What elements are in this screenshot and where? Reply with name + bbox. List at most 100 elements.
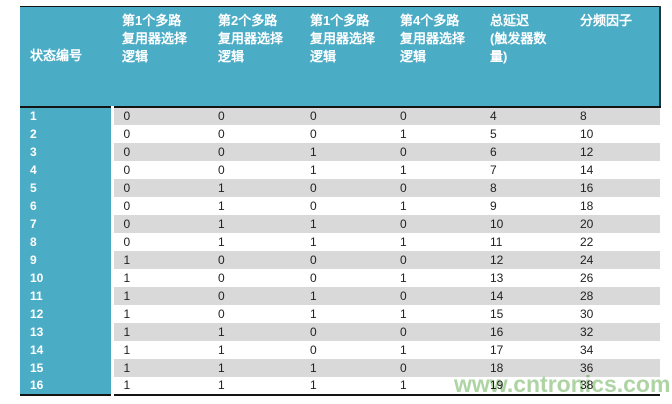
table-row: 9 1 0 0 0 12 24 [20,250,660,269]
delay-cell: 12 [490,252,504,267]
mux2-cell: 0 [218,109,225,123]
frequency-divider-table: 状态编号 第1个多路 复用器选择 逻辑 第2个多路 复用器选择 逻辑 第1个多路… [20,6,661,396]
mux3-cell: 0 [310,126,317,141]
delay-cell: 6 [490,144,497,159]
mux3-cell: 0 [310,180,317,195]
mux2-cell: 1 [218,180,225,195]
mux2-cell: 0 [218,144,225,159]
delay-cell: 11 [490,234,503,249]
mux3-cell: 0 [310,252,317,267]
mux3-cell: 1 [310,360,317,375]
delay-cell: 7 [490,162,497,177]
delay-cell: 13 [490,270,504,285]
table-row: 7 0 1 1 0 10 20 [20,214,660,233]
table-row: 15 1 1 1 0 18 36 [20,358,660,377]
factor-cell: 26 [580,270,594,285]
mux2-cell: 0 [218,252,225,267]
state-cell: 12 [20,304,114,323]
mux1-cell: 0 [123,216,131,231]
state-cell: 1 [20,106,114,125]
table-body: 1 0 0 0 0 4 8 2 0 0 0 1 5 10 3 0 0 1 0 6… [20,106,660,396]
mux4-cell: 0 [400,324,407,339]
table-row: 14 1 1 0 1 17 34 [20,340,660,359]
mux4-cell: 0 [400,216,407,231]
mux1-cell: 1 [123,324,131,339]
table-row: 2 0 0 0 1 5 10 [20,124,660,143]
mux3-cell: 1 [310,144,317,159]
mux3-cell: 0 [310,324,317,339]
table-row: 13 1 1 0 0 16 32 [20,322,660,341]
factor-cell: 30 [580,306,594,321]
factor-cell: 28 [580,288,594,303]
table-row: 11 1 0 1 0 14 28 [20,286,660,305]
factor-cell: 20 [580,216,594,231]
mux2-cell: 0 [218,162,225,177]
header-row: 状态编号 第1个多路 复用器选择 逻辑 第2个多路 复用器选择 逻辑 第1个多路… [20,6,661,108]
delay-cell: 19 [480,376,570,396]
header-mux3-select-logic: 第1个多路 复用器选择 逻辑 [300,6,390,108]
mux1-cell: 0 [123,234,131,249]
mux2-cell: 1 [208,376,300,396]
mux1-cell: 0 [123,126,131,141]
mux1-cell: 1 [112,376,208,396]
table-row: 3 0 0 1 0 6 12 [20,142,660,161]
header-mux1-select-logic: 第1个多路 复用器选择 逻辑 [112,6,208,108]
mux4-cell: 1 [400,234,407,249]
table-row: 1 0 0 0 0 4 8 [20,106,660,125]
mux1-cell: 0 [123,162,131,177]
mux4-cell: 0 [400,109,407,123]
mux4-cell: 0 [400,360,407,375]
table-row: 6 0 1 0 1 9 18 [20,196,660,215]
header-division-factor: 分频因子 [570,6,661,108]
table-header: 状态编号 第1个多路 复用器选择 逻辑 第2个多路 复用器选择 逻辑 第1个多路… [20,6,661,108]
mux1-cell: 0 [123,198,131,213]
mux4-cell: 0 [400,288,407,303]
factor-cell: 16 [580,180,594,195]
mux2-cell: 0 [218,306,225,321]
state-cell: 2 [20,124,114,143]
mux4-cell: 0 [400,180,407,195]
mux2-cell: 1 [218,234,225,249]
mux1-cell: 0 [123,180,131,195]
factor-cell: 24 [580,252,594,267]
state-cell: 15 [20,358,114,377]
table-row: 4 0 0 1 1 7 14 [20,160,660,179]
mux3-cell: 1 [300,376,390,396]
factor-cell: 8 [580,109,587,123]
factor-cell: 14 [580,162,594,177]
mux4-cell: 1 [400,270,407,285]
state-cell: 4 [20,160,114,179]
mux3-cell: 1 [310,216,317,231]
mux1-cell: 0 [123,144,131,159]
table-row: 5 0 1 0 0 8 16 [20,178,660,197]
mux3-cell: 0 [310,270,317,285]
mux2-cell: 1 [218,216,225,231]
mux2-cell: 0 [218,270,225,285]
header-mux4-select-logic: 第4个多路 复用器选择 逻辑 [390,6,480,108]
state-cell: 8 [20,232,114,251]
mux1-cell: 1 [123,270,131,285]
state-cell: 14 [20,340,114,359]
mux4-cell: 0 [400,252,407,267]
state-cell: 16 [20,376,114,396]
factor-cell: 18 [580,198,594,213]
mux1-cell: 0 [123,109,131,123]
mux3-cell: 0 [310,198,317,213]
state-cell: 7 [20,214,114,233]
mux3-cell: 1 [310,234,317,249]
mux3-cell: 0 [310,109,317,123]
state-cell: 11 [20,286,114,305]
table-row: 10 1 0 0 1 13 26 [20,268,660,287]
delay-cell: 8 [490,180,497,195]
mux1-cell: 1 [123,360,131,375]
delay-cell: 4 [490,109,497,123]
state-cell: 13 [20,322,114,341]
header-mux2-select-logic: 第2个多路 复用器选择 逻辑 [208,6,300,108]
factor-cell: 12 [580,144,594,159]
mux2-cell: 0 [218,288,225,303]
delay-cell: 15 [490,306,504,321]
table-row: 12 1 0 1 1 15 30 [20,304,660,323]
delay-cell: 9 [490,198,497,213]
mux2-cell: 1 [218,360,225,375]
